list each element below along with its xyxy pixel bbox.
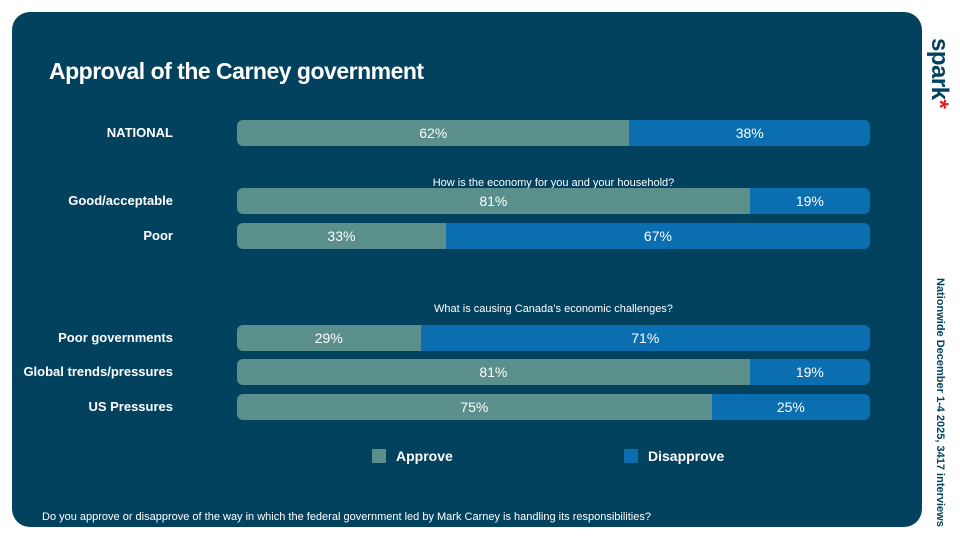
data-label: 71%	[631, 330, 660, 346]
legend-approve: Approve	[372, 448, 624, 464]
data-label: 62%	[419, 125, 448, 141]
footnote: Do you approve or disapprove of the way …	[42, 511, 651, 523]
bar-row: 81% 19%	[237, 188, 870, 214]
data-label: 29%	[314, 330, 343, 346]
bar-row: 81% 19%	[237, 359, 870, 385]
data-label: 33%	[327, 228, 356, 244]
data-label: 38%	[735, 125, 764, 141]
data-label: 19%	[795, 193, 824, 209]
chart-card: Approval of the Carney government How is…	[12, 12, 922, 527]
data-label: 19%	[795, 364, 824, 380]
spark-logo: spark*	[925, 38, 953, 108]
bar-segment-approve: 81%	[237, 359, 750, 385]
legend: Approve Disapprove	[372, 448, 876, 464]
bar-segment-approve: 81%	[237, 188, 750, 214]
legend-swatch-approve	[372, 449, 386, 463]
bar-segment-disapprove: 25%	[711, 394, 870, 420]
source-note: Nationwide December 1-4 2025, 3417 inter…	[934, 278, 946, 527]
logo-asterisk: *	[926, 99, 953, 109]
category-label: US Pressures	[88, 399, 173, 414]
bar-segment-disapprove: 67%	[445, 223, 870, 249]
bar-row: 29% 71%	[237, 325, 870, 351]
bar-segment-disapprove: 19%	[749, 359, 870, 385]
category-label: Poor governments	[58, 330, 173, 345]
bar-segment-approve: 62%	[237, 120, 630, 146]
data-label: 67%	[643, 228, 672, 244]
bar-row: 75% 25%	[237, 394, 870, 420]
bar-segment-approve: 75%	[237, 394, 712, 420]
legend-disapprove: Disapprove	[624, 448, 876, 464]
legend-label: Disapprove	[648, 448, 725, 464]
bar-segment-disapprove: 38%	[629, 120, 870, 146]
data-label: 81%	[479, 193, 508, 209]
group-header-economy: How is the economy for you and your hous…	[432, 177, 675, 189]
bar-segment-disapprove: 19%	[749, 188, 870, 214]
bar-segment-approve: 29%	[237, 325, 421, 351]
bar-row: 33% 67%	[237, 223, 870, 249]
bar-segment-approve: 33%	[237, 223, 446, 249]
logo-text: spark	[926, 38, 953, 100]
category-label: Global trends/pressures	[23, 364, 173, 379]
bar-segment-disapprove: 71%	[420, 325, 870, 351]
chart-title: Approval of the Carney government	[49, 58, 424, 84]
bar-row: 62% 38%	[237, 120, 870, 146]
legend-swatch-disapprove	[624, 449, 638, 463]
data-label: 25%	[776, 399, 805, 415]
group-header-causes: What is causing Canada’s economic challe…	[434, 303, 673, 315]
legend-label: Approve	[396, 448, 453, 464]
category-label: Poor	[143, 228, 173, 243]
data-label: 75%	[460, 399, 489, 415]
data-label: 81%	[479, 364, 508, 380]
category-label: Good/acceptable	[68, 193, 173, 208]
category-label: NATIONAL	[106, 125, 173, 140]
